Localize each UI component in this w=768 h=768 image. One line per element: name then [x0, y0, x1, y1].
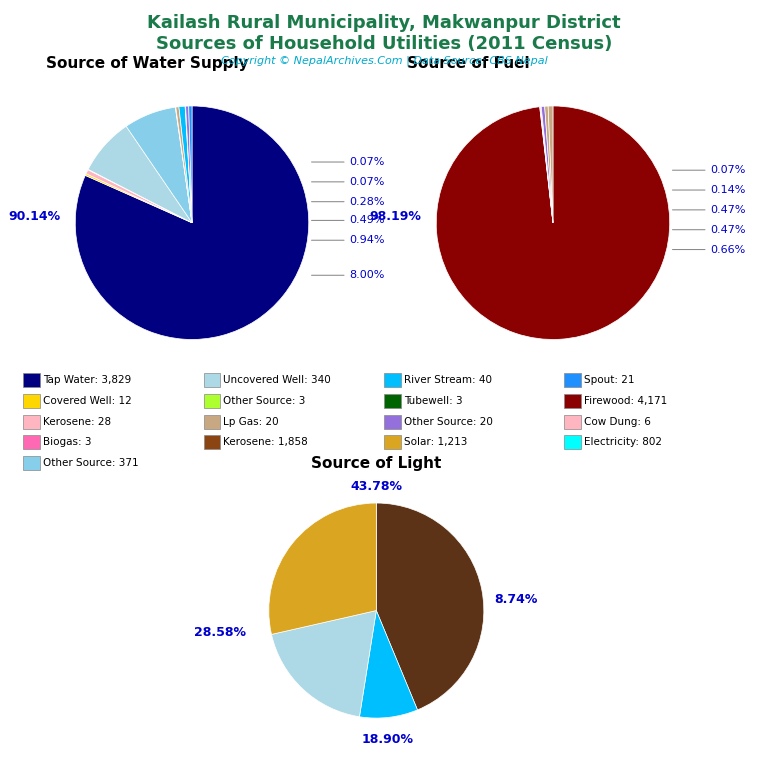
Text: 98.19%: 98.19%	[369, 210, 422, 223]
Text: 90.14%: 90.14%	[8, 210, 61, 223]
Text: Tubewell: 3: Tubewell: 3	[404, 396, 462, 406]
Text: Kerosene: 28: Kerosene: 28	[43, 416, 111, 427]
Wedge shape	[85, 174, 192, 223]
Text: 0.14%: 0.14%	[673, 185, 746, 195]
Text: Biogas: 3: Biogas: 3	[43, 437, 91, 448]
Text: 0.47%: 0.47%	[673, 225, 746, 235]
Wedge shape	[185, 106, 192, 223]
Wedge shape	[179, 106, 192, 223]
Wedge shape	[269, 503, 376, 634]
Wedge shape	[175, 107, 192, 223]
Wedge shape	[88, 126, 192, 223]
Wedge shape	[186, 106, 192, 223]
Text: Electricity: 802: Electricity: 802	[584, 437, 663, 448]
Text: 18.90%: 18.90%	[361, 733, 413, 746]
Text: Lp Gas: 20: Lp Gas: 20	[223, 416, 279, 427]
Wedge shape	[271, 611, 376, 717]
Title: Source of Light: Source of Light	[311, 456, 442, 471]
Text: Other Source: 371: Other Source: 371	[43, 458, 139, 468]
Text: 0.07%: 0.07%	[673, 165, 746, 175]
Text: 0.07%: 0.07%	[312, 157, 385, 167]
Text: Source of Fuel: Source of Fuel	[407, 57, 530, 71]
Wedge shape	[540, 107, 553, 223]
Text: Other Source: 3: Other Source: 3	[223, 396, 306, 406]
Wedge shape	[86, 170, 192, 223]
Text: 8.74%: 8.74%	[495, 594, 538, 606]
Text: 0.49%: 0.49%	[312, 215, 385, 225]
Wedge shape	[75, 106, 309, 339]
Wedge shape	[88, 169, 192, 223]
Text: 0.94%: 0.94%	[312, 235, 385, 245]
Text: Kailash Rural Municipality, Makwanpur District: Kailash Rural Municipality, Makwanpur Di…	[147, 14, 621, 31]
Wedge shape	[545, 106, 553, 223]
Wedge shape	[548, 106, 553, 223]
Text: 0.47%: 0.47%	[673, 205, 746, 215]
Wedge shape	[436, 106, 670, 339]
Text: Spout: 21: Spout: 21	[584, 375, 635, 386]
Wedge shape	[359, 611, 418, 718]
Text: Solar: 1,213: Solar: 1,213	[404, 437, 468, 448]
Text: Firewood: 4,171: Firewood: 4,171	[584, 396, 667, 406]
Text: 43.78%: 43.78%	[350, 481, 402, 493]
Text: 0.66%: 0.66%	[673, 244, 746, 254]
Text: Kerosene: 1,858: Kerosene: 1,858	[223, 437, 308, 448]
Text: Uncovered Well: 340: Uncovered Well: 340	[223, 375, 331, 386]
Text: River Stream: 40: River Stream: 40	[404, 375, 492, 386]
Text: Copyright © NepalArchives.Com | Data Source: CBS Nepal: Copyright © NepalArchives.Com | Data Sou…	[220, 55, 548, 66]
Text: 28.58%: 28.58%	[194, 626, 247, 638]
Wedge shape	[176, 107, 192, 223]
Text: Covered Well: 12: Covered Well: 12	[43, 396, 132, 406]
Wedge shape	[126, 108, 192, 223]
Text: Source of Water Supply: Source of Water Supply	[46, 57, 249, 71]
Wedge shape	[376, 503, 484, 710]
Wedge shape	[189, 106, 192, 223]
Text: 0.28%: 0.28%	[312, 197, 385, 207]
Wedge shape	[540, 107, 553, 223]
Text: Sources of Household Utilities (2011 Census): Sources of Household Utilities (2011 Cen…	[156, 35, 612, 52]
Text: 8.00%: 8.00%	[312, 270, 385, 280]
Wedge shape	[541, 106, 553, 223]
Text: Other Source: 20: Other Source: 20	[404, 416, 493, 427]
Text: 0.07%: 0.07%	[312, 177, 385, 187]
Text: Cow Dung: 6: Cow Dung: 6	[584, 416, 651, 427]
Text: Tap Water: 3,829: Tap Water: 3,829	[43, 375, 131, 386]
